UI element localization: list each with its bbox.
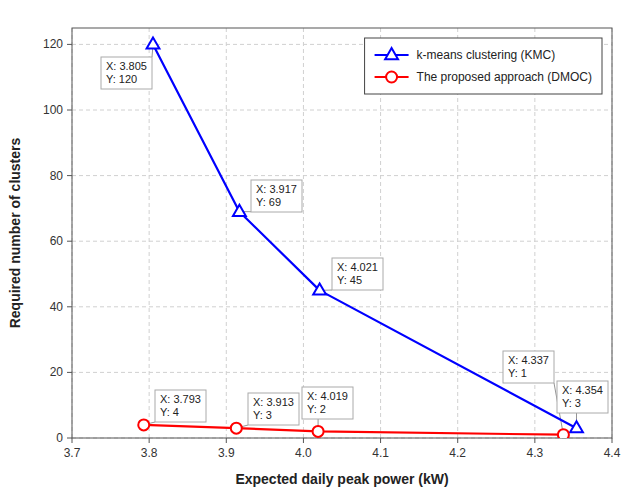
y-tick-label: 0 xyxy=(56,431,63,445)
annotation-text: X: 3.917 xyxy=(256,183,297,195)
chart-container: 3.7 3.8 3.9 4.0 4.1 4.2 4.3 4.4 0 20 40 60 80 100 120 E… xyxy=(0,0,640,500)
legend-frame xyxy=(365,38,602,94)
y-tick xyxy=(67,306,72,307)
y-tick xyxy=(67,175,72,176)
annotation-text: Y: 3 xyxy=(253,409,272,421)
annotation-box xyxy=(101,57,152,89)
data xyxy=(138,37,583,438)
annotation-text: Y: 2 xyxy=(307,403,326,415)
x-tick-label: 3.7 xyxy=(64,446,81,460)
x-tick xyxy=(457,438,458,443)
annotation-text: Y: 69 xyxy=(256,196,281,208)
x-tick xyxy=(534,438,535,443)
annotation-box xyxy=(302,387,353,419)
x-axis-label: Expected daily peak power (kW) xyxy=(235,471,448,487)
x-tick-label: 4.1 xyxy=(372,446,389,460)
x-tick-label: 3.9 xyxy=(218,446,235,460)
legend: k-means clustering (KMC) The proposed app… xyxy=(365,38,602,94)
series-line xyxy=(144,425,564,435)
series-line xyxy=(153,44,577,428)
x-tick xyxy=(380,438,381,443)
y-tick xyxy=(67,372,72,373)
annotation-text: X: 3.793 xyxy=(160,393,201,405)
x-tick-label: 4.4 xyxy=(604,446,621,460)
data-point xyxy=(233,205,246,216)
plot-background xyxy=(72,28,612,438)
annotation-text: Y: 4 xyxy=(160,406,179,418)
x-tick-label: 4.0 xyxy=(295,446,312,460)
annotation-box xyxy=(248,393,299,425)
x-tick xyxy=(226,438,227,443)
annotation-leaders xyxy=(144,44,577,434)
legend-label: k-means clustering (KMC) xyxy=(417,48,556,62)
y-axis-label: Required number of clusters xyxy=(7,137,23,328)
annotation-text: X: 4.354 xyxy=(562,384,603,396)
x-grid-line xyxy=(303,28,304,438)
annotation: X: 4.354Y: 3 xyxy=(557,381,608,413)
annotation: X: 3.917Y: 69 xyxy=(251,180,302,212)
y-tick-label: 80 xyxy=(50,169,64,183)
annotation: X: 4.019Y: 2 xyxy=(302,387,353,419)
x-tick xyxy=(303,438,304,443)
x-tick-label: 4.3 xyxy=(527,446,544,460)
annotation-box xyxy=(503,351,554,383)
annotation-box xyxy=(251,180,302,212)
annotation: X: 3.913Y: 3 xyxy=(248,393,299,425)
annotation-text: Y: 3 xyxy=(562,397,581,409)
x-grid-line xyxy=(226,28,227,438)
annotation-text: Y: 120 xyxy=(106,73,137,85)
legend-swatch-marker xyxy=(385,48,398,59)
annotation: X: 4.021Y: 45 xyxy=(332,258,383,290)
y-tick xyxy=(67,110,72,111)
annotation: X: 3.805Y: 120 xyxy=(101,57,152,89)
annotation: X: 3.793Y: 4 xyxy=(155,390,206,422)
annotation-box xyxy=(332,258,383,290)
y-tick-label: 120 xyxy=(43,37,63,51)
data-point xyxy=(231,423,242,434)
annotation-text: X: 4.021 xyxy=(337,261,378,273)
y-grid-line xyxy=(72,110,612,111)
data-point xyxy=(558,429,569,438)
y-grid-line xyxy=(72,241,612,242)
annotations: X: 3.805Y: 120 X: 3.917Y: 69 X: 4.021Y: 45… xyxy=(101,57,608,425)
plot-frame xyxy=(72,28,612,438)
annotation-text: X: 4.019 xyxy=(307,390,348,402)
y-tick-label: 20 xyxy=(50,365,64,379)
axes: 3.7 3.8 3.9 4.0 4.1 4.2 4.3 4.4 0 20 40 60 80 100 120 xyxy=(43,28,621,460)
x-tick-label: 3.8 xyxy=(141,446,158,460)
annotation-text: X: 3.805 xyxy=(106,60,147,72)
y-tick xyxy=(67,438,72,439)
data-point xyxy=(138,419,149,430)
data-point xyxy=(147,37,160,48)
chart-svg: 3.7 3.8 3.9 4.0 4.1 4.2 4.3 4.4 0 20 40 60 80 100 120 E… xyxy=(0,0,640,500)
y-tick-label: 40 xyxy=(50,300,64,314)
annotation-text: X: 3.913 xyxy=(253,396,294,408)
y-tick xyxy=(67,44,72,45)
x-tick-label: 4.2 xyxy=(449,446,466,460)
y-tick-label: 100 xyxy=(43,103,63,117)
x-tick xyxy=(612,438,613,443)
legend-swatch-marker xyxy=(386,72,397,83)
annotation-text: Y: 45 xyxy=(337,274,362,286)
annotation-box xyxy=(557,381,608,413)
annotation: X: 4.337Y: 1 xyxy=(503,351,554,383)
grid xyxy=(72,28,612,438)
x-tick xyxy=(72,438,73,443)
x-tick xyxy=(149,438,150,443)
annotation-box xyxy=(155,390,206,422)
y-grid-line xyxy=(72,175,612,176)
legend-label: The proposed approach (DMOC) xyxy=(417,70,592,84)
data-point xyxy=(313,426,324,437)
y-tick xyxy=(67,241,72,242)
y-grid-line xyxy=(72,306,612,307)
annotation-text: Y: 1 xyxy=(508,367,527,379)
annotation-text: X: 4.337 xyxy=(508,354,549,366)
data-point xyxy=(313,283,326,294)
y-tick-label: 60 xyxy=(50,234,64,248)
data-point xyxy=(570,421,583,432)
